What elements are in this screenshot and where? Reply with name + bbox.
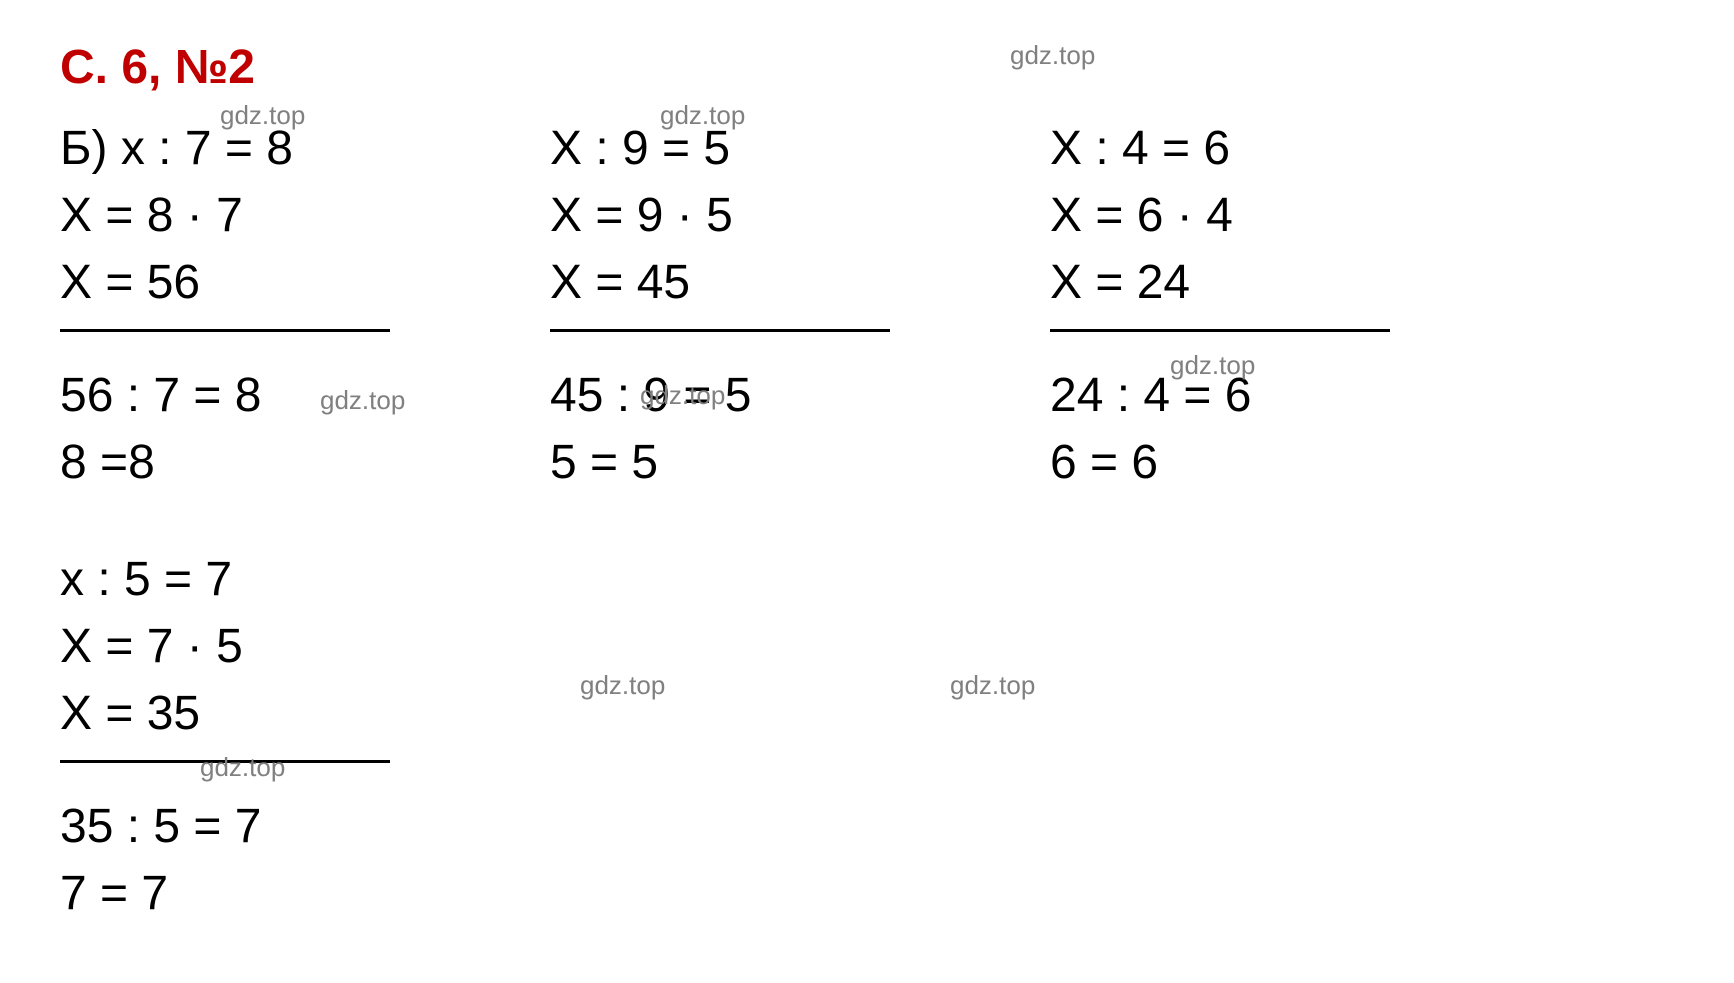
equation-block-3: Х : 4 = 6 Х = 6 · 4 Х = 24 24 : 4 = 6 6 … (1050, 115, 1390, 496)
watermark-text: gdz.top (950, 670, 1035, 701)
check-line: 5 = 5 (550, 429, 890, 496)
divider-line (1050, 329, 1390, 332)
equation-line: х : 5 = 7 (60, 546, 390, 613)
divider-line (60, 329, 390, 332)
step-line: Х = 45 (550, 249, 890, 316)
equations-row-2: х : 5 = 7 Х = 7 · 5 Х = 35 35 : 5 = 7 7 … (60, 546, 1674, 927)
step-line: Х = 35 (60, 680, 390, 747)
label-prefix: Б) (60, 122, 121, 175)
watermark-text: gdz.top (580, 670, 665, 701)
divider-line (550, 329, 890, 332)
step-line: Х = 24 (1050, 249, 1390, 316)
equation-line: Х : 4 = 6 (1050, 115, 1390, 182)
equations-row-1: Б) х : 7 = 8 Х = 8 · 7 Х = 56 56 : 7 = 8… (60, 115, 1674, 496)
watermark-text: gdz.top (1170, 350, 1255, 381)
step-line: Х = 7 · 5 (60, 613, 390, 680)
watermark-text: gdz.top (1010, 40, 1095, 71)
watermark-text: gdz.top (640, 380, 725, 411)
watermark-text: gdz.top (200, 752, 285, 783)
watermark-text: gdz.top (660, 100, 745, 131)
equation-block-4: х : 5 = 7 Х = 7 · 5 Х = 35 35 : 5 = 7 7 … (60, 546, 390, 927)
step-line: Х = 8 · 7 (60, 182, 390, 249)
step-line: Х = 56 (60, 249, 390, 316)
equation-block-2: Х : 9 = 5 Х = 9 · 5 Х = 45 45 : 9 = 5 5 … (550, 115, 890, 496)
check-line: 7 = 7 (60, 860, 390, 927)
step-line: Х = 6 · 4 (1050, 182, 1390, 249)
check-line: 6 = 6 (1050, 429, 1390, 496)
check-line: 35 : 5 = 7 (60, 793, 390, 860)
page-heading: С. 6, №2 (60, 40, 1674, 95)
step-line: Х = 9 · 5 (550, 182, 890, 249)
equation-block-1: Б) х : 7 = 8 Х = 8 · 7 Х = 56 56 : 7 = 8… (60, 115, 390, 496)
watermark-text: gdz.top (220, 100, 305, 131)
watermark-text: gdz.top (320, 385, 405, 416)
check-line: 8 =8 (60, 429, 390, 496)
